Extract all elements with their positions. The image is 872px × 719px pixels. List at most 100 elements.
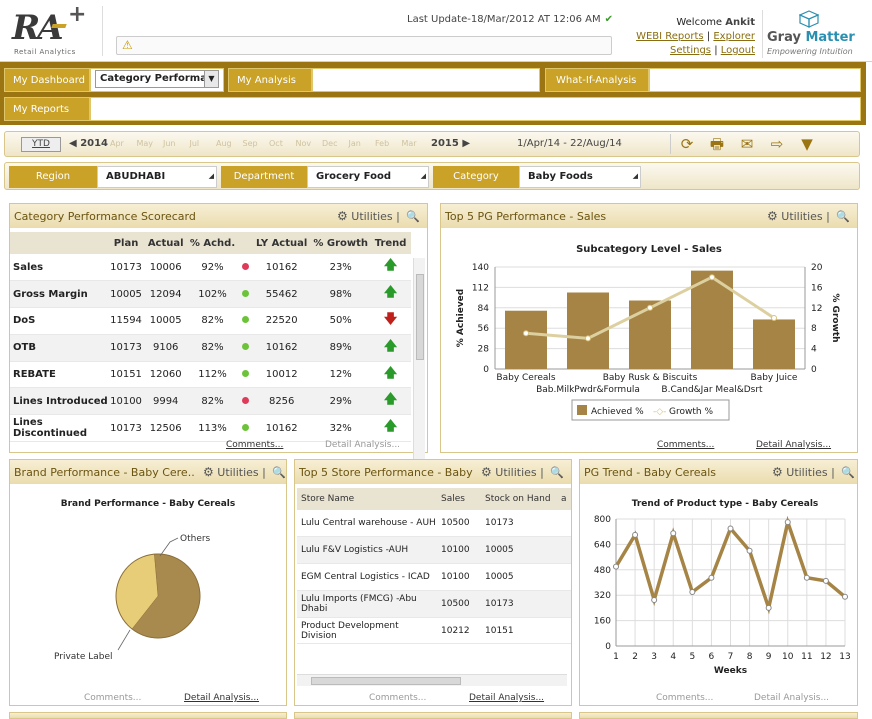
month-label[interactable]: Aug	[216, 139, 232, 148]
table-row[interactable]: Lines Introduced 10100 9994 82% 8256 29% 🡅	[10, 387, 411, 416]
export-icon[interactable]: ⇨	[770, 135, 784, 153]
growth-point[interactable]	[647, 304, 653, 311]
settings-link[interactable]: Settings	[670, 45, 712, 56]
month-label[interactable]: Jul	[189, 139, 200, 148]
detail-text[interactable]: Detail Analysis...	[325, 440, 401, 450]
comments-text[interactable]: Comments...	[369, 693, 427, 703]
comments-text[interactable]: Comments...	[657, 440, 715, 450]
gear-icon[interactable]: ⚙	[772, 465, 783, 479]
month-label[interactable]: Jun	[163, 139, 176, 148]
month-label[interactable]: Nov	[295, 139, 312, 148]
comments-text[interactable]: Comments...	[84, 693, 142, 703]
column-header[interactable]: Store Name	[297, 488, 437, 510]
prev-year[interactable]: ◀ 2014	[69, 138, 108, 149]
growth-point[interactable]	[771, 315, 777, 321]
trend-point[interactable]	[746, 547, 753, 554]
tab-what-if-analysis[interactable]: What-If-Analysis	[545, 68, 649, 92]
month-slider[interactable]: Apr May Jun Jul Aug Sep Oct Nov Dec Jan Feb Mar	[110, 139, 432, 151]
column-header[interactable]: Actual	[144, 232, 188, 254]
month-label[interactable]: Apr	[110, 139, 124, 148]
comments-text[interactable]: Comments...	[226, 440, 284, 450]
bar[interactable]	[753, 319, 795, 369]
column-header[interactable]: Sales	[437, 488, 481, 510]
column-header[interactable]: % Growth	[311, 232, 371, 254]
refresh-icon[interactable]: ⟳	[680, 135, 694, 153]
region-select[interactable]: ABUDHABI ◢	[97, 166, 217, 188]
utilities-label[interactable]: Utilities	[781, 210, 823, 223]
zoom-icon[interactable]: 🔍	[550, 466, 565, 479]
utilities-menu[interactable]: ⚙ Utilities | 🔍	[337, 209, 421, 223]
comments-link[interactable]: Comments...	[84, 693, 141, 703]
column-header[interactable]: Plan	[107, 232, 145, 254]
comments-link[interactable]: Comments...	[656, 693, 713, 703]
zoom-icon[interactable]: 🔍	[406, 210, 421, 223]
table-row[interactable]: Sales 10173 10006 92% 10162 23% 🡅	[10, 254, 411, 282]
table-row[interactable]: Lulu Central warehouse - AUH 10500 10173	[297, 510, 571, 538]
utilities-menu[interactable]: ⚙ Utilities | 🔍	[481, 465, 565, 479]
utilities-label[interactable]: Utilities	[351, 210, 393, 223]
growth-point[interactable]	[709, 274, 715, 281]
explorer-link[interactable]: Explorer	[713, 31, 755, 42]
utilities-menu[interactable]: ⚙ Utilities | 🔍	[772, 465, 856, 479]
growth-point[interactable]	[585, 335, 591, 342]
month-label[interactable]: Sep	[242, 139, 258, 148]
filter-icon[interactable]: ▼	[801, 135, 813, 153]
category-select[interactable]: Baby Foods ◢	[519, 166, 641, 188]
column-header[interactable]: % Achd.	[187, 232, 238, 254]
next-year[interactable]: 2015 ▶	[431, 138, 470, 149]
column-header[interactable]: a	[557, 488, 571, 510]
month-label[interactable]: Mar	[401, 139, 417, 148]
month-label[interactable]: Jan	[348, 139, 361, 148]
detail-analysis-link[interactable]: Detail Analysis...	[754, 693, 829, 703]
detail-analysis-link[interactable]: Detail Analysis...	[756, 440, 831, 450]
detail-text[interactable]: Detail Analysis...	[756, 440, 832, 450]
gear-icon[interactable]: ⚙	[767, 209, 778, 223]
gear-icon[interactable]: ⚙	[203, 465, 214, 479]
tab-my-analysis[interactable]: My Analysis	[228, 68, 312, 92]
scrollbar-thumb[interactable]	[311, 677, 461, 685]
utilities-label[interactable]: Utilities	[495, 466, 537, 479]
comments-link[interactable]: Comments...	[226, 440, 283, 450]
trend-point[interactable]	[651, 596, 658, 603]
detail-analysis-link[interactable]: Detail Analysis...	[184, 693, 259, 703]
table-row[interactable]: EGM Central Logistics - ICAD 10100 10005	[297, 563, 571, 591]
tab-my-dashboard[interactable]: My Dashboard	[4, 68, 90, 92]
trend-point[interactable]	[689, 589, 696, 596]
trend-point[interactable]	[784, 519, 791, 526]
zoom-icon[interactable]: 🔍	[836, 210, 851, 223]
table-row[interactable]: DoS 11594 10005 82% 22520 50% 🡇	[10, 307, 411, 335]
email-icon[interactable]: ✉	[740, 135, 754, 153]
trend-point[interactable]	[670, 530, 677, 537]
column-header[interactable]: Trend	[370, 232, 411, 254]
column-header[interactable]	[237, 232, 253, 254]
ytd-button[interactable]: YTD	[21, 137, 61, 152]
detail-analysis-link[interactable]: Detail Analysis...	[325, 440, 400, 450]
table-row[interactable]: Lulu Imports (FMCG) -Abu Dhabi 10500 10173	[297, 590, 571, 618]
detail-text[interactable]: Detail Analysis...	[754, 693, 830, 703]
utilities-menu[interactable]: ⚙ Utilities | 🔍	[767, 209, 851, 223]
department-select[interactable]: Grocery Food ◢	[307, 166, 429, 188]
table-row[interactable]: Product Development Division 10212 10151	[297, 617, 571, 645]
gear-icon[interactable]: ⚙	[337, 209, 348, 223]
month-label[interactable]: Oct	[269, 139, 283, 148]
print-icon[interactable]: 🖶	[709, 135, 725, 153]
column-header[interactable]: Stock on Hand	[481, 488, 557, 510]
utilities-label[interactable]: Utilities	[217, 466, 259, 479]
detail-text[interactable]: Detail Analysis...	[184, 693, 260, 703]
trend-point[interactable]	[727, 525, 734, 532]
column-header[interactable]: LY Actual	[252, 232, 312, 254]
trend-point[interactable]	[822, 577, 829, 584]
table-row[interactable]: OTB 10173 9106 82% 10162 89% 🡅	[10, 334, 411, 362]
month-label[interactable]: Feb	[375, 139, 390, 148]
detail-text[interactable]: Detail Analysis...	[469, 693, 545, 703]
horizontal-scrollbar[interactable]	[297, 674, 567, 686]
dashboard-select[interactable]: Category Performan ▼	[95, 70, 219, 88]
comments-link[interactable]: Comments...	[369, 693, 426, 703]
scrollbar-thumb[interactable]	[416, 274, 424, 360]
comments-text[interactable]: Comments...	[656, 693, 714, 703]
gear-icon[interactable]: ⚙	[481, 465, 492, 479]
trend-point[interactable]	[632, 531, 639, 538]
table-row[interactable]: Lulu F&V Logistics -AUH 10100 10005	[297, 536, 571, 565]
utilities-menu[interactable]: ⚙ Utilities | 🔍	[203, 465, 287, 479]
zoom-icon[interactable]: 🔍	[841, 466, 856, 479]
